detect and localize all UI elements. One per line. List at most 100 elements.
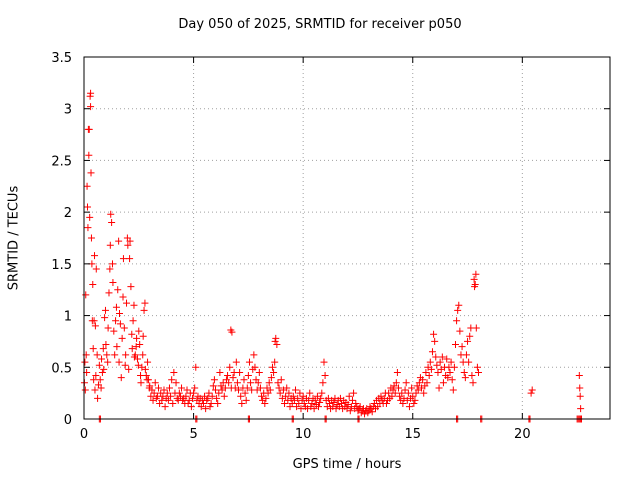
data-point <box>191 384 199 392</box>
data-point <box>163 389 171 397</box>
data-point <box>151 379 159 387</box>
data-point <box>107 210 115 218</box>
data-point <box>102 341 110 349</box>
data-point <box>388 392 396 400</box>
y-tick-label: 3 <box>64 103 72 118</box>
data-point <box>139 351 147 359</box>
data-point <box>228 328 236 336</box>
data-point <box>170 368 178 376</box>
data-point <box>311 396 319 404</box>
data-point <box>146 382 154 390</box>
data-point <box>405 403 413 411</box>
data-point <box>438 353 446 361</box>
data-point <box>199 399 207 407</box>
data-point <box>415 379 423 387</box>
data-point <box>250 351 258 359</box>
data-point <box>209 382 217 390</box>
data-point <box>261 399 269 407</box>
data-point <box>104 324 112 332</box>
data-point <box>432 353 440 361</box>
data-point <box>150 389 158 397</box>
data-point <box>427 365 435 373</box>
data-point <box>273 341 281 349</box>
data-point <box>316 398 324 406</box>
data-point <box>140 306 148 314</box>
data-point <box>243 384 251 392</box>
data-point <box>92 372 100 380</box>
data-point <box>471 281 479 289</box>
data-point <box>113 343 121 351</box>
data-point <box>136 341 144 349</box>
data-point <box>382 399 390 407</box>
data-point <box>428 348 436 356</box>
data-point <box>352 399 360 407</box>
x-tick-label: 0 <box>80 427 88 442</box>
data-point <box>100 365 108 373</box>
data-point <box>83 182 91 190</box>
grid <box>84 57 610 419</box>
data-point <box>236 368 244 376</box>
data-point <box>137 379 145 387</box>
data-point <box>296 389 304 397</box>
data-point <box>141 365 149 373</box>
data-point <box>213 394 221 402</box>
data-points <box>80 89 586 423</box>
data-point <box>446 368 454 376</box>
data-point <box>282 392 290 400</box>
data-point <box>115 358 123 366</box>
x-axis-label: GPS time / hours <box>292 457 402 472</box>
data-point <box>267 374 275 382</box>
data-point <box>402 379 410 387</box>
data-point <box>315 403 323 411</box>
data-point <box>317 394 325 402</box>
data-point <box>97 384 105 392</box>
data-point <box>433 361 441 369</box>
data-point <box>310 405 318 413</box>
x-tick-label: 5 <box>189 427 197 442</box>
data-point <box>464 337 472 345</box>
data-point <box>391 389 399 397</box>
data-point <box>300 399 308 407</box>
data-point <box>411 396 419 404</box>
data-point <box>208 392 216 400</box>
data-point <box>268 363 276 371</box>
data-point <box>91 322 99 330</box>
y-tick-label: 0.5 <box>51 361 72 376</box>
data-point <box>224 372 232 380</box>
data-point <box>266 386 274 394</box>
data-point <box>220 392 228 400</box>
data-point <box>456 327 464 335</box>
data-point <box>119 255 127 263</box>
data-point <box>122 351 130 359</box>
data-point <box>528 386 536 394</box>
data-point <box>106 241 114 249</box>
data-point <box>475 368 482 376</box>
x-tick-label: 15 <box>404 427 421 442</box>
data-point <box>308 399 316 407</box>
data-point <box>87 234 95 242</box>
data-point <box>395 384 403 392</box>
data-point <box>115 237 123 245</box>
data-point <box>270 368 278 376</box>
data-point <box>214 399 222 407</box>
data-point <box>94 394 102 402</box>
data-point <box>133 355 141 363</box>
data-point <box>101 306 109 314</box>
data-point <box>216 368 224 376</box>
data-point <box>89 281 97 289</box>
data-point <box>118 334 126 342</box>
data-point <box>306 389 314 397</box>
data-point <box>419 376 427 384</box>
data-point <box>85 125 93 133</box>
data-point <box>470 275 478 283</box>
data-point <box>116 310 124 318</box>
data-point <box>135 327 143 335</box>
data-point <box>121 361 129 369</box>
data-point <box>84 203 92 211</box>
data-point <box>576 392 584 400</box>
data-point <box>168 376 176 384</box>
data-point <box>448 376 456 384</box>
data-point <box>167 392 175 400</box>
data-point <box>422 368 430 376</box>
data-point <box>444 374 452 382</box>
